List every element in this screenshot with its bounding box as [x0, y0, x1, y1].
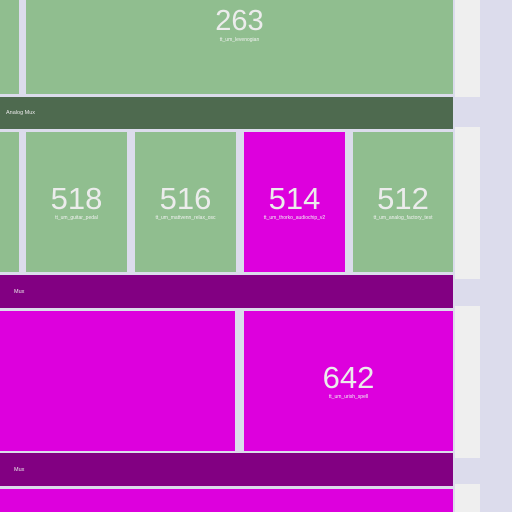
- tile-label: tt_um_guitar_pedal: [55, 215, 98, 221]
- tile-partial-left-mid[interactable]: [0, 132, 19, 272]
- tile-label: tt_um_mattvenn_relax_osc: [155, 215, 216, 221]
- tile-label: tt_um_thorko_audiochip_v2: [263, 215, 326, 221]
- side-panel-lower: [455, 306, 480, 458]
- mux-label: Mux: [14, 288, 25, 295]
- tile-number: 516: [159, 181, 212, 216]
- side-panel-middle: [455, 127, 480, 279]
- tile-number: 512: [377, 181, 429, 216]
- tile-partial-left-top[interactable]: [0, 0, 19, 94]
- tile-label: tt_um_levenogian: [219, 37, 260, 43]
- tile-number: 514: [268, 181, 321, 216]
- analog-mux-label: Analog Mux: [6, 110, 36, 116]
- tile-263[interactable]: 263 tt_um_levenogian: [26, 0, 453, 94]
- analog-mux-bar[interactable]: Analog Mux: [0, 97, 453, 129]
- tile-number: 518: [50, 181, 103, 216]
- side-panel-top: [455, 0, 480, 97]
- tile-label: tt_um_analog_factory_test: [373, 215, 433, 221]
- tile-number: 642: [322, 360, 375, 395]
- tile-514[interactable]: 514 tt_um_thorko_audiochip_v2: [244, 132, 345, 272]
- tile-642[interactable]: 642 tt_um_urish_spell: [244, 311, 453, 451]
- tile-partial-bottom[interactable]: [0, 489, 453, 512]
- side-panel-bottom: [455, 484, 480, 512]
- mux-bar[interactable]: Mux: [0, 275, 453, 308]
- tile-large-left[interactable]: [0, 311, 235, 451]
- mux-label: Mux: [14, 466, 25, 473]
- tile-label: tt_um_urish_spell: [328, 394, 369, 400]
- tile-number: 263: [215, 5, 264, 37]
- mux-bar-lower[interactable]: Mux: [0, 453, 453, 486]
- tile-516[interactable]: 516 tt_um_mattvenn_relax_osc: [135, 132, 236, 272]
- tile-512[interactable]: 512 tt_um_analog_factory_test: [353, 132, 453, 272]
- tile-518[interactable]: 518 tt_um_guitar_pedal: [26, 132, 127, 272]
